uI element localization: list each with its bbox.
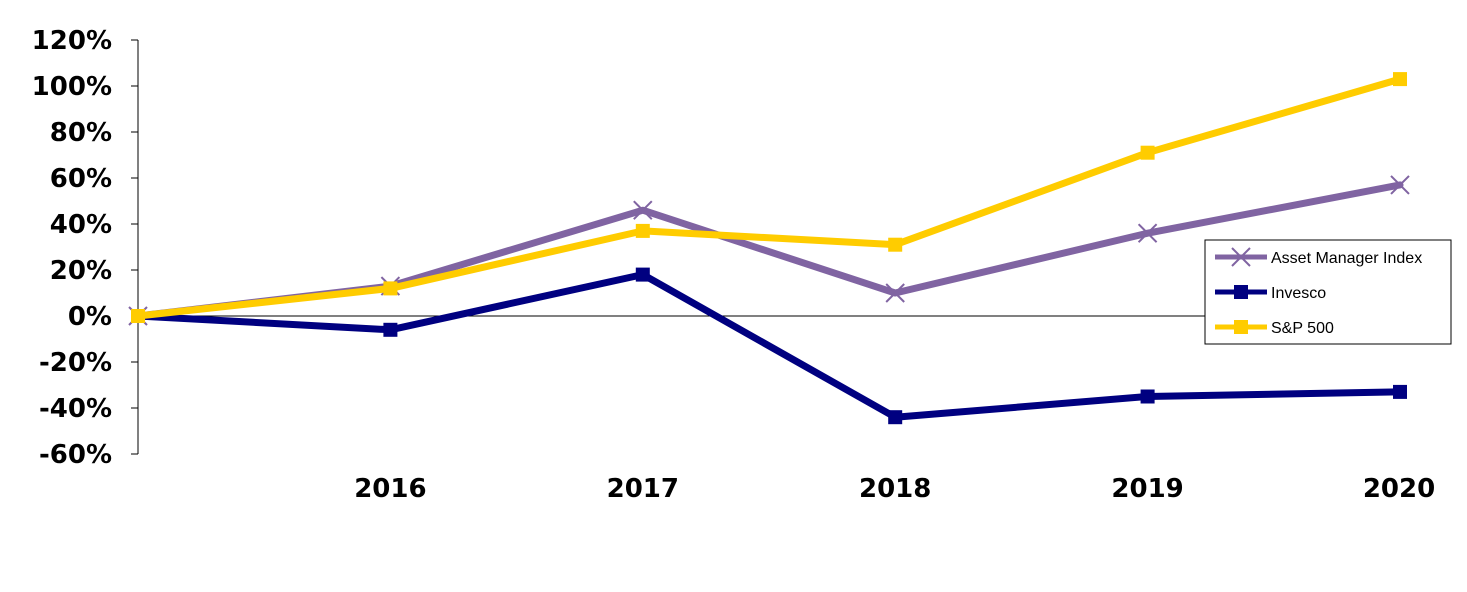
series-line: [134, 271, 1404, 421]
x-tick-label: 2017: [607, 474, 679, 504]
legend: Asset Manager Index Invesco S&P 500: [1204, 239, 1452, 345]
legend-item: S&P 500: [1215, 320, 1334, 337]
y-tick-label: 100%: [32, 72, 112, 102]
data-point: [1137, 223, 1158, 243]
data-point: [1390, 175, 1410, 195]
data-point: [635, 223, 650, 238]
data-point: [888, 237, 903, 252]
legend-marker: [1231, 247, 1251, 267]
legend-label: Asset Manager Index: [1271, 250, 1422, 267]
legend-item: Invesco: [1215, 285, 1326, 302]
x-tick-label: 2020: [1363, 474, 1435, 504]
x-tick-label: 2016: [354, 474, 426, 504]
data-point: [131, 309, 145, 323]
data-point: [888, 410, 903, 425]
x-tick-label: 2018: [859, 474, 931, 504]
series-s-p-500: [131, 72, 1407, 323]
data-point: [633, 200, 653, 220]
legend-label: S&P 500: [1271, 320, 1334, 337]
legend-marker: [1234, 320, 1248, 334]
x-axis-ticks: 2016 2017 2018 2019 2020: [354, 474, 1435, 504]
legend-marker: [1234, 285, 1248, 299]
legend-label: Invesco: [1271, 285, 1326, 302]
data-point: [1393, 72, 1407, 87]
y-tick-label: -20%: [39, 348, 112, 378]
y-tick-label: 40%: [50, 210, 112, 240]
data-point: [383, 322, 398, 337]
y-tick-label: 0%: [68, 302, 112, 332]
series-line: [134, 75, 1404, 320]
y-tick-label: 120%: [32, 26, 112, 56]
data-point: [1140, 145, 1155, 160]
y-tick-label: 80%: [50, 118, 112, 148]
legend-item: Asset Manager Index: [1215, 247, 1422, 267]
x-tick-label: 2019: [1111, 474, 1183, 504]
y-tick-label: 20%: [50, 256, 112, 286]
data-point: [383, 281, 398, 296]
data-point: [885, 283, 905, 303]
data-point: [1393, 384, 1407, 399]
y-axis-ticks: -60% -40% -20% 0% 20% 40% 60% 80% 100% 120%: [32, 26, 138, 470]
y-tick-label: -40%: [39, 394, 112, 424]
y-tick-label: -60%: [39, 440, 112, 470]
data-point: [1140, 389, 1155, 404]
data-point: [635, 267, 650, 282]
y-tick-label: 60%: [50, 164, 112, 194]
series-layer: [128, 72, 1410, 425]
